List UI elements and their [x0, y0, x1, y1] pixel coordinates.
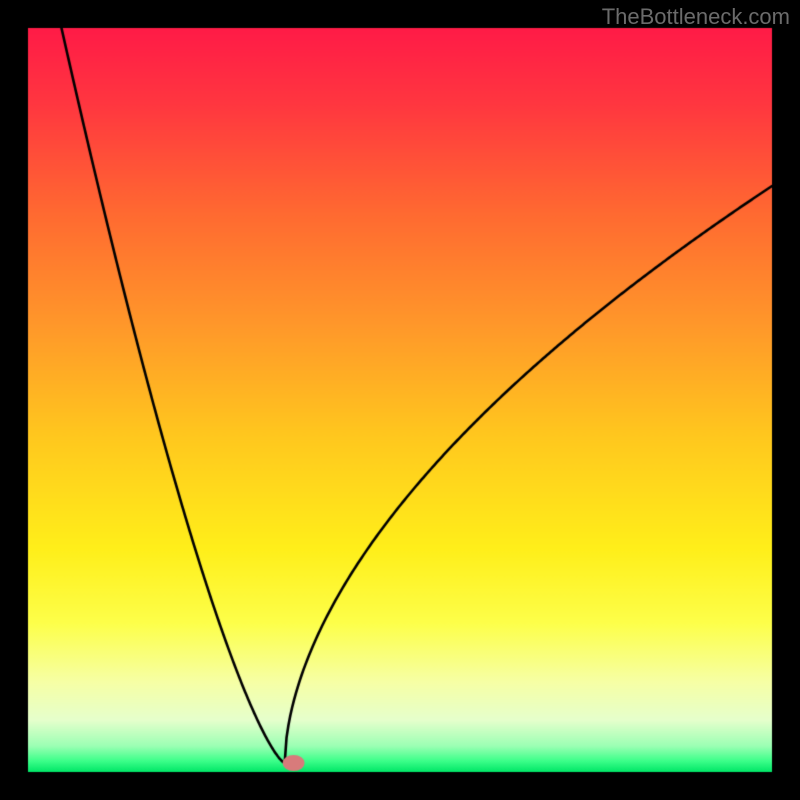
bottleneck-chart-canvas [0, 0, 800, 800]
